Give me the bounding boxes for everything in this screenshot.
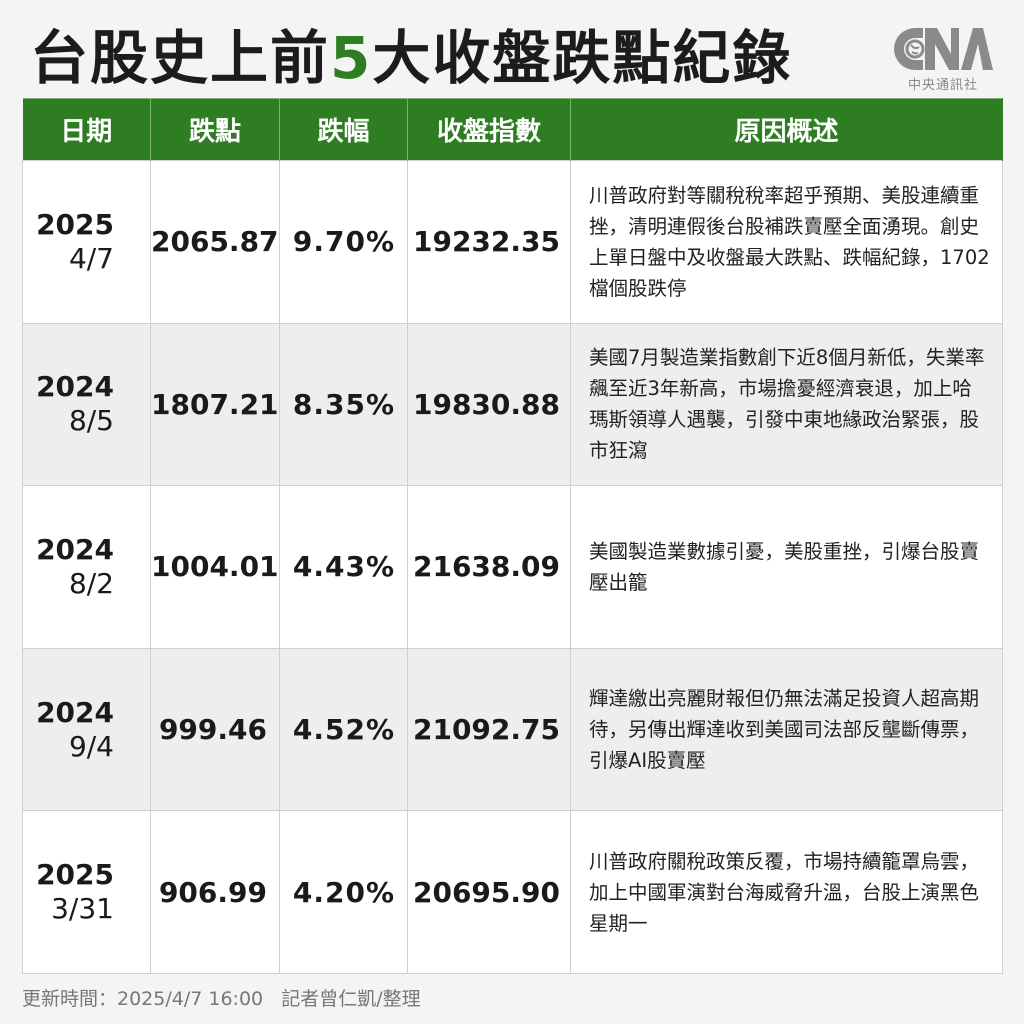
- header-drop-pct: 跌幅: [279, 98, 408, 161]
- month-day: 4/7: [68, 241, 114, 275]
- page-title: 台股史上前5大收盤跌點紀錄: [30, 18, 792, 98]
- table-row: 2025 4/7 2065.87 9.70% 19232.35 川普政府對等關稅稅…: [22, 160, 1003, 324]
- reason-cell: 美國製造業數據引憂，美股重挫，引爆台股賣壓出籠: [570, 485, 1003, 649]
- table-row: 2024 8/5 1807.21 8.35% 19830.88 美國7月製造業指數…: [22, 322, 1003, 487]
- drop-pct-cell: 4.52%: [279, 647, 408, 812]
- month-day: 9/4: [68, 729, 114, 763]
- footer: 更新時間：2025/4/7 16:00 記者曾仁凱/整理: [22, 984, 421, 1011]
- table-row: 2025 3/31 906.99 4.20% 20695.90 川普政府關稅政策反…: [22, 810, 1003, 974]
- date-cell: 2024 8/5: [22, 322, 151, 487]
- drop-pct-cell: 4.43%: [279, 485, 408, 649]
- year: 2025: [36, 858, 114, 892]
- close-index-cell: 21092.75: [407, 647, 571, 812]
- date-cell: 2024 9/4: [22, 647, 151, 812]
- reason-cell: 川普政府關稅政策反覆，市場持續籠罩烏雲，加上中國軍演對台海威脅升溫，台股上演黑色…: [570, 810, 1003, 974]
- drop-pct-cell: 4.20%: [279, 810, 408, 974]
- title-suffix: 大收盤跌點紀錄: [372, 24, 793, 92]
- month-day: 8/2: [68, 566, 114, 600]
- update-time: 更新時間：2025/4/7 16:00: [22, 988, 264, 1010]
- title-prefix: 台股史上前: [30, 24, 331, 92]
- year: 2025: [36, 207, 114, 241]
- date-cell: 2025 3/31: [22, 810, 151, 974]
- header-close-index: 收盤指數: [407, 98, 571, 161]
- header-drop-points: 跌點: [150, 98, 280, 161]
- title-accent-number: 5: [330, 24, 373, 92]
- month-day: 8/5: [68, 404, 114, 438]
- credit: 記者曾仁凱/整理: [281, 988, 421, 1010]
- table-row: 2024 8/2 1004.01 4.43% 21638.09 美國製造業數據引憂…: [22, 485, 1003, 649]
- year: 2024: [36, 532, 114, 566]
- drop-points-cell: 1004.01: [150, 485, 280, 649]
- table-row: 2024 9/4 999.46 4.52% 21092.75 輝達繳出亮麗財報但仍…: [22, 647, 1003, 812]
- header-reason: 原因概述: [570, 98, 1003, 161]
- drop-points-cell: 2065.87: [150, 160, 280, 324]
- reason-cell: 輝達繳出亮麗財報但仍無法滿足投資人超高期待，另傳出輝達收到美國司法部反壟斷傳票，…: [570, 647, 1003, 812]
- close-index-cell: 21638.09: [407, 485, 571, 649]
- reason-cell: 川普政府對等關稅稅率超乎預期、美股連續重挫，清明連假後台股補跌賣壓全面湧現。創史…: [570, 160, 1003, 324]
- close-index-cell: 19232.35: [407, 160, 571, 324]
- table-header-row: 日期 跌點 跌幅 收盤指數 原因概述: [22, 98, 1003, 161]
- drop-points-cell: 1807.21: [150, 322, 280, 487]
- reason-cell: 美國7月製造業指數創下近8個月新低，失業率飆至近3年新高，市場擔憂經濟衰退，加上…: [570, 322, 1003, 487]
- cna-logo: 中央通訊社: [893, 26, 993, 93]
- close-index-cell: 20695.90: [407, 810, 571, 974]
- cna-logo-icon: [894, 28, 993, 70]
- drop-points-cell: 999.46: [150, 647, 280, 812]
- logo-caption: 中央通訊社: [907, 78, 978, 93]
- close-index-cell: 19830.88: [407, 322, 571, 487]
- drop-points-cell: 906.99: [150, 810, 280, 974]
- year: 2024: [36, 695, 114, 729]
- records-table: 日期 跌點 跌幅 收盤指數 原因概述 2025 4/7 2065.87 9.70%…: [22, 98, 1003, 974]
- header-date: 日期: [22, 98, 151, 161]
- month-day: 3/31: [51, 892, 114, 926]
- drop-pct-cell: 8.35%: [279, 322, 408, 487]
- year: 2024: [36, 370, 114, 404]
- drop-pct-cell: 9.70%: [279, 160, 408, 324]
- date-cell: 2025 4/7: [22, 160, 151, 324]
- date-cell: 2024 8/2: [22, 485, 151, 649]
